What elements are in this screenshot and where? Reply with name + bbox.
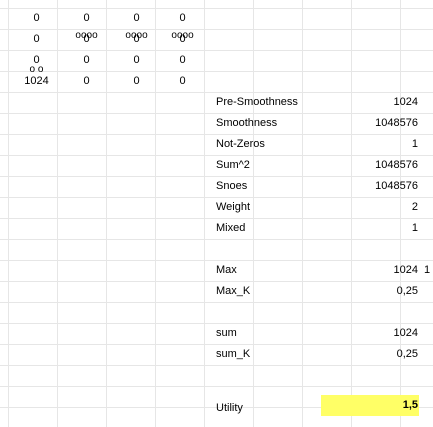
grid-cell-extra: o o [29, 64, 44, 75]
grid-cell[interactable]: 0 [179, 33, 186, 45]
sum-k-value[interactable]: 0,25 [396, 348, 418, 360]
grid-cell-extra: oooo [125, 30, 148, 41]
grid-cell[interactable]: 0 [133, 54, 140, 66]
max-k-value[interactable]: 0,25 [396, 285, 418, 297]
sum-value[interactable]: 1024 [393, 327, 418, 339]
utility-value[interactable]: 1,5 [402, 399, 418, 411]
sum-label: sum [216, 327, 237, 339]
grid-cell[interactable]: 0 [179, 54, 186, 66]
grid-cell[interactable]: 0 [83, 12, 90, 24]
grid-cell[interactable]: 0 [133, 12, 140, 24]
grid-cell-extra: oooo [171, 30, 194, 41]
metric-value[interactable]: 2 [411, 201, 418, 213]
metric-label: Sum^2 [216, 159, 250, 171]
metric-label: Smoothness [216, 117, 278, 129]
metric-label: Mixed [216, 222, 246, 234]
grid-cell[interactable]: 0 [83, 33, 90, 45]
utility-highlight [321, 395, 419, 416]
grid-cell[interactable]: 0 [133, 33, 140, 45]
metric-label: Pre-Smoothness [216, 96, 298, 108]
utility-label: Utility [216, 402, 243, 414]
grid-cell[interactable]: 0 [179, 75, 186, 87]
metric-label: Snoes [216, 180, 248, 192]
grid-cell[interactable]: 0 [133, 75, 140, 87]
max-value[interactable]: 1024 [393, 264, 418, 276]
grid-cell[interactable]: 0 [33, 54, 40, 66]
grid-cell[interactable]: 0 [83, 54, 90, 66]
max-k-label: Max_K [216, 285, 251, 297]
max-label: Max [216, 264, 237, 276]
metric-label: Weight [216, 201, 251, 213]
metric-value[interactable]: 1024 [393, 96, 418, 108]
metric-value[interactable]: 1 [411, 138, 418, 150]
max-side-value[interactable]: 1 [424, 264, 431, 276]
metric-label: Not-Zeros [216, 138, 265, 150]
metric-value[interactable]: 1048576 [375, 117, 418, 129]
grid-cell[interactable]: 1024 [24, 75, 49, 87]
grid-cell-extra: oooo [75, 30, 98, 41]
grid-cell[interactable]: 0 [33, 33, 40, 45]
metric-value[interactable]: 1048576 [375, 159, 418, 171]
grid-cell[interactable]: 0 [179, 12, 186, 24]
grid-cell[interactable]: 0 [33, 12, 40, 24]
metric-value[interactable]: 1 [411, 222, 418, 234]
grid-cell[interactable]: 0 [83, 75, 90, 87]
sum-k-label: sum_K [216, 348, 251, 360]
metric-value[interactable]: 1048576 [375, 180, 418, 192]
